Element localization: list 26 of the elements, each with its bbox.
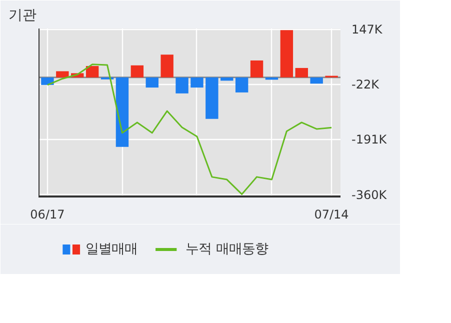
bar [160,54,174,78]
x-tick-label: 06/17 [30,208,65,222]
bar [206,77,218,119]
bar [146,77,158,88]
x-tick-label: 07/14 [314,208,349,222]
line-series [46,64,332,195]
bar [220,77,234,81]
y-tick-label: -360K [352,188,388,202]
bar [235,77,248,92]
y-tick-label: -191K [352,132,388,147]
bar [56,71,69,78]
bar [295,68,308,78]
bar [116,77,129,147]
y-tick-label: -22K [352,78,380,92]
bar [176,77,188,94]
bar [190,77,204,88]
bar [130,65,144,78]
legend-label: 누적 매매동향 [186,242,268,257]
bar [280,30,294,78]
chart-title: 기관 [8,8,36,24]
bar [41,77,54,85]
bar [86,66,99,78]
bar [310,77,323,84]
bar [250,60,264,78]
y-tick-label: 147K [352,22,384,36]
legend-label: 일별매매 [85,242,138,257]
